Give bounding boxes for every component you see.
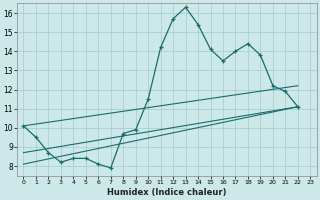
- X-axis label: Humidex (Indice chaleur): Humidex (Indice chaleur): [107, 188, 227, 197]
